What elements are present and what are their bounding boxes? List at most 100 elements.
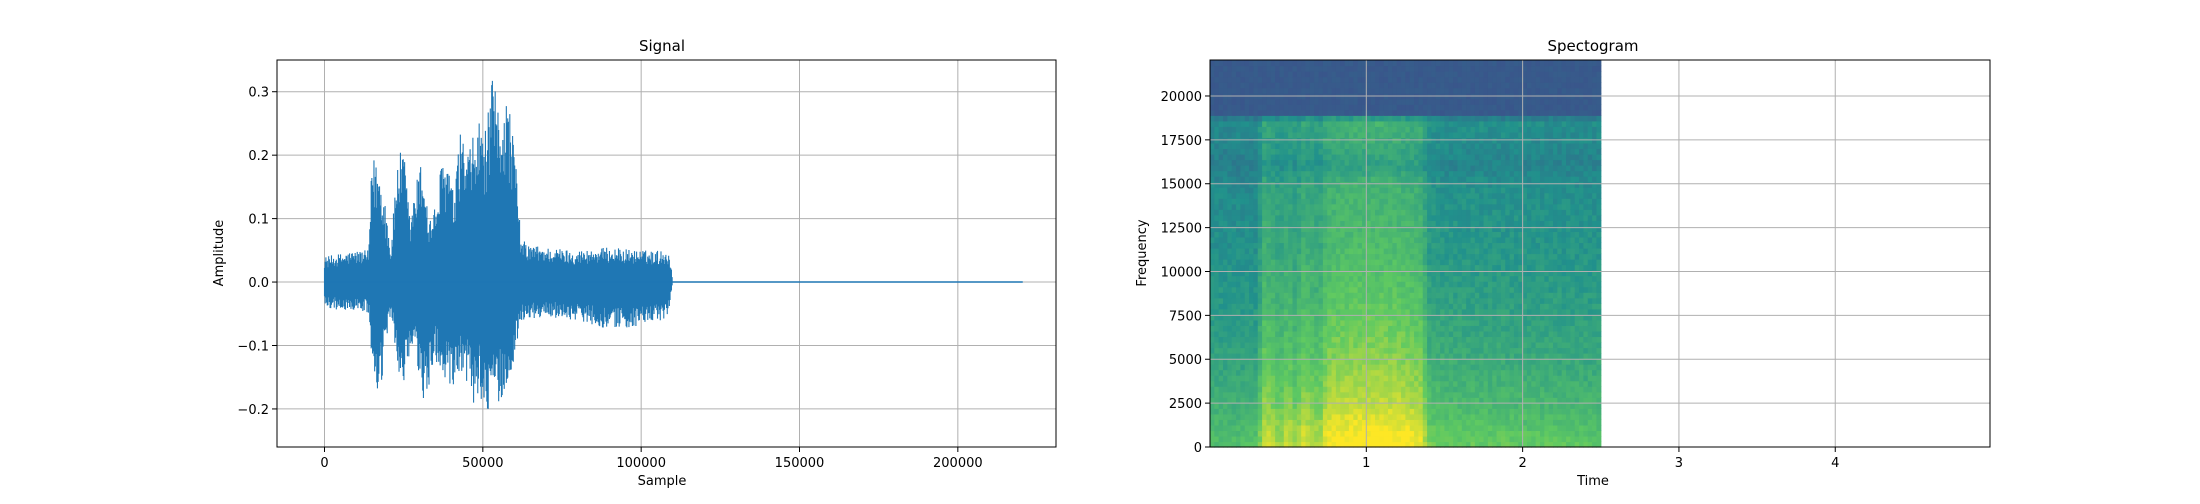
spectrogram-cell [1284,115,1289,121]
spectrogram-cell [1492,165,1497,171]
spectrogram-cell [1236,375,1241,381]
spectrogram-cell [1284,176,1289,182]
spectrogram-cell [1271,88,1276,94]
spectrogram-cell [1340,419,1345,425]
spectrogram-cell [1379,220,1384,226]
spectrogram-cell [1444,176,1449,182]
spectrogram-cell [1288,126,1293,132]
spectrogram-cell [1418,430,1423,436]
spectrogram-cell [1453,287,1458,293]
spectrogram-cell [1462,298,1467,304]
spectrogram-cell [1397,331,1402,337]
spectrogram-cell [1444,254,1449,260]
spectrogram-cell [1358,187,1363,193]
spectrogram-cell [1497,121,1502,127]
spectrogram-cell [1462,254,1467,260]
spectrogram-cell [1401,160,1406,166]
spectrogram-cell [1371,193,1376,199]
spectrogram-cell [1366,276,1371,282]
spectrogram-cell [1279,187,1284,193]
spectrogram-cell [1384,408,1389,414]
spectrogram-cell [1301,342,1306,348]
spectrogram-cell [1366,436,1371,442]
spectrogram-cell [1288,265,1293,271]
spectrogram-cell [1384,160,1389,166]
spectrogram-cell [1462,375,1467,381]
spectrogram-cell [1240,99,1245,105]
spectrogram-cell [1444,121,1449,127]
spectrogram-cell [1249,370,1254,376]
spectrogram-cell [1392,265,1397,271]
spectrogram-cell [1262,71,1267,77]
spectrogram-cell [1418,187,1423,193]
spectrogram-cell [1332,165,1337,171]
spectrogram-cell [1353,419,1358,425]
spectrogram-cell [1245,414,1250,420]
spectrogram-cell [1349,231,1354,237]
spectrogram-cell [1436,132,1441,138]
spectrogram-cell [1271,303,1276,309]
spectrogram-cell [1414,165,1419,171]
spectrogram-cell [1492,104,1497,110]
spectrogram-cell [1232,397,1237,403]
spectrogram-cell [1353,403,1358,409]
spectrogram-cell [1301,220,1306,226]
spectrogram-cell [1223,226,1228,232]
spectrogram-cell [1258,60,1263,66]
spectrogram-cell [1253,88,1258,94]
spectrogram-cell [1253,320,1258,326]
spectrogram-cell [1236,403,1241,409]
signal-ytick-label: 0.1 [248,213,269,228]
spectrogram-cell [1418,375,1423,381]
spectrogram-cell [1401,242,1406,248]
spectrogram-cell [1466,126,1471,132]
spectrogram-cell [1366,148,1371,154]
spectrogram-cell [1453,292,1458,298]
spectrogram-cell [1284,403,1289,409]
spectrogram-cell [1349,425,1354,431]
spectrogram-cell [1397,436,1402,442]
spectrogram-cell [1232,281,1237,287]
spectrogram-cell [1245,71,1250,77]
spectrogram-cell [1314,104,1319,110]
spectrogram-cell [1293,110,1298,116]
spectrogram-cell [1262,331,1267,337]
spectrogram-cell [1484,375,1489,381]
spectrogram-cell [1232,115,1237,121]
spectrogram-cell [1488,320,1493,326]
spectrogram-cell [1249,143,1254,149]
spectrogram-cell [1431,121,1436,127]
spectrogram-cell [1327,298,1332,304]
spectrogram-cell [1510,160,1515,166]
spectrogram-cell [1510,209,1515,215]
spectrogram-cell [1262,370,1267,376]
spectrogram-cell [1236,66,1241,72]
spectrogram-cell [1345,336,1350,342]
spectrogram-cell [1253,137,1258,143]
spectrogram-cell [1392,320,1397,326]
spectrogram-cell [1232,403,1237,409]
spectrogram-cell [1449,331,1454,337]
spectrogram-cell [1253,154,1258,160]
spectrogram-cell [1462,392,1467,398]
spectrogram-cell [1258,408,1263,414]
spectrogram-cell [1505,248,1510,254]
spectrogram-cell [1262,292,1267,298]
spectrogram-cell [1262,193,1267,199]
spectrogram-cell [1323,60,1328,66]
signal-ytick-label: 0.0 [248,276,269,291]
spectrogram-cell [1401,397,1406,403]
spectrogram-cell [1431,364,1436,370]
spectrogram-cell [1401,342,1406,348]
spectrogram-cell [1501,281,1506,287]
spectrogram-cell [1471,292,1476,298]
spectrogram-cell [1336,187,1341,193]
spectrogram-cell [1245,60,1250,66]
spectrogram-cell [1366,414,1371,420]
spectrogram-cell [1440,419,1445,425]
spectrogram-cell [1457,381,1462,387]
spectrogram-cell [1418,182,1423,188]
spectrogram-cell [1284,353,1289,359]
spectrogram-cell [1240,110,1245,116]
spectrogram-cell [1431,254,1436,260]
